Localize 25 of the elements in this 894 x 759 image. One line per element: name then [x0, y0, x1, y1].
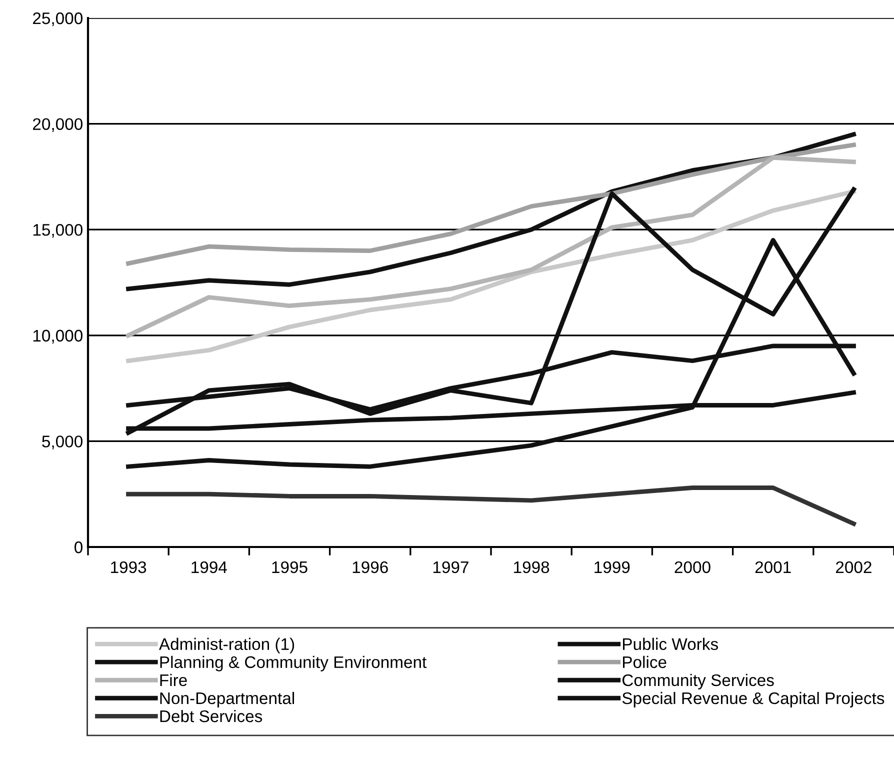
legend-label: Police	[623, 656, 666, 668]
x-tick-label: 1994	[192, 561, 227, 574]
x-tick-label: 2002	[836, 561, 872, 574]
y-tick-label: 15,000	[33, 224, 82, 238]
y-tick-label: 10,000	[33, 330, 82, 344]
legend-label: Special Revenue & Capital Projects	[622, 692, 884, 708]
x-tick-label: 1998	[514, 561, 550, 574]
x-tick-label: 1996	[352, 561, 388, 574]
legend-label: Non-Departmental	[160, 692, 294, 708]
x-tick-label: 1995	[272, 561, 308, 574]
legend-label: Administ-ration (1)	[158, 638, 294, 654]
x-tick-label: 2001	[755, 561, 791, 574]
x-tick-label: 1997	[433, 561, 468, 574]
y-tick-label: 0	[74, 541, 82, 554]
x-tick-label: 1993	[111, 561, 146, 574]
legend-label: Planning & Community Environment	[160, 656, 427, 672]
y-tick-label: 25,000	[33, 12, 82, 26]
y-tick-label: 20,000	[33, 118, 82, 132]
x-tick-label: 2000	[674, 561, 710, 574]
y-tick-label: 5,000	[42, 436, 82, 450]
legend-label: Community Services	[622, 674, 774, 690]
legend-label: Public Works	[623, 638, 718, 650]
legend-label: Debt Services	[160, 710, 262, 722]
legend-label: Fire	[160, 674, 187, 686]
x-tick-label: 1999	[594, 561, 630, 574]
